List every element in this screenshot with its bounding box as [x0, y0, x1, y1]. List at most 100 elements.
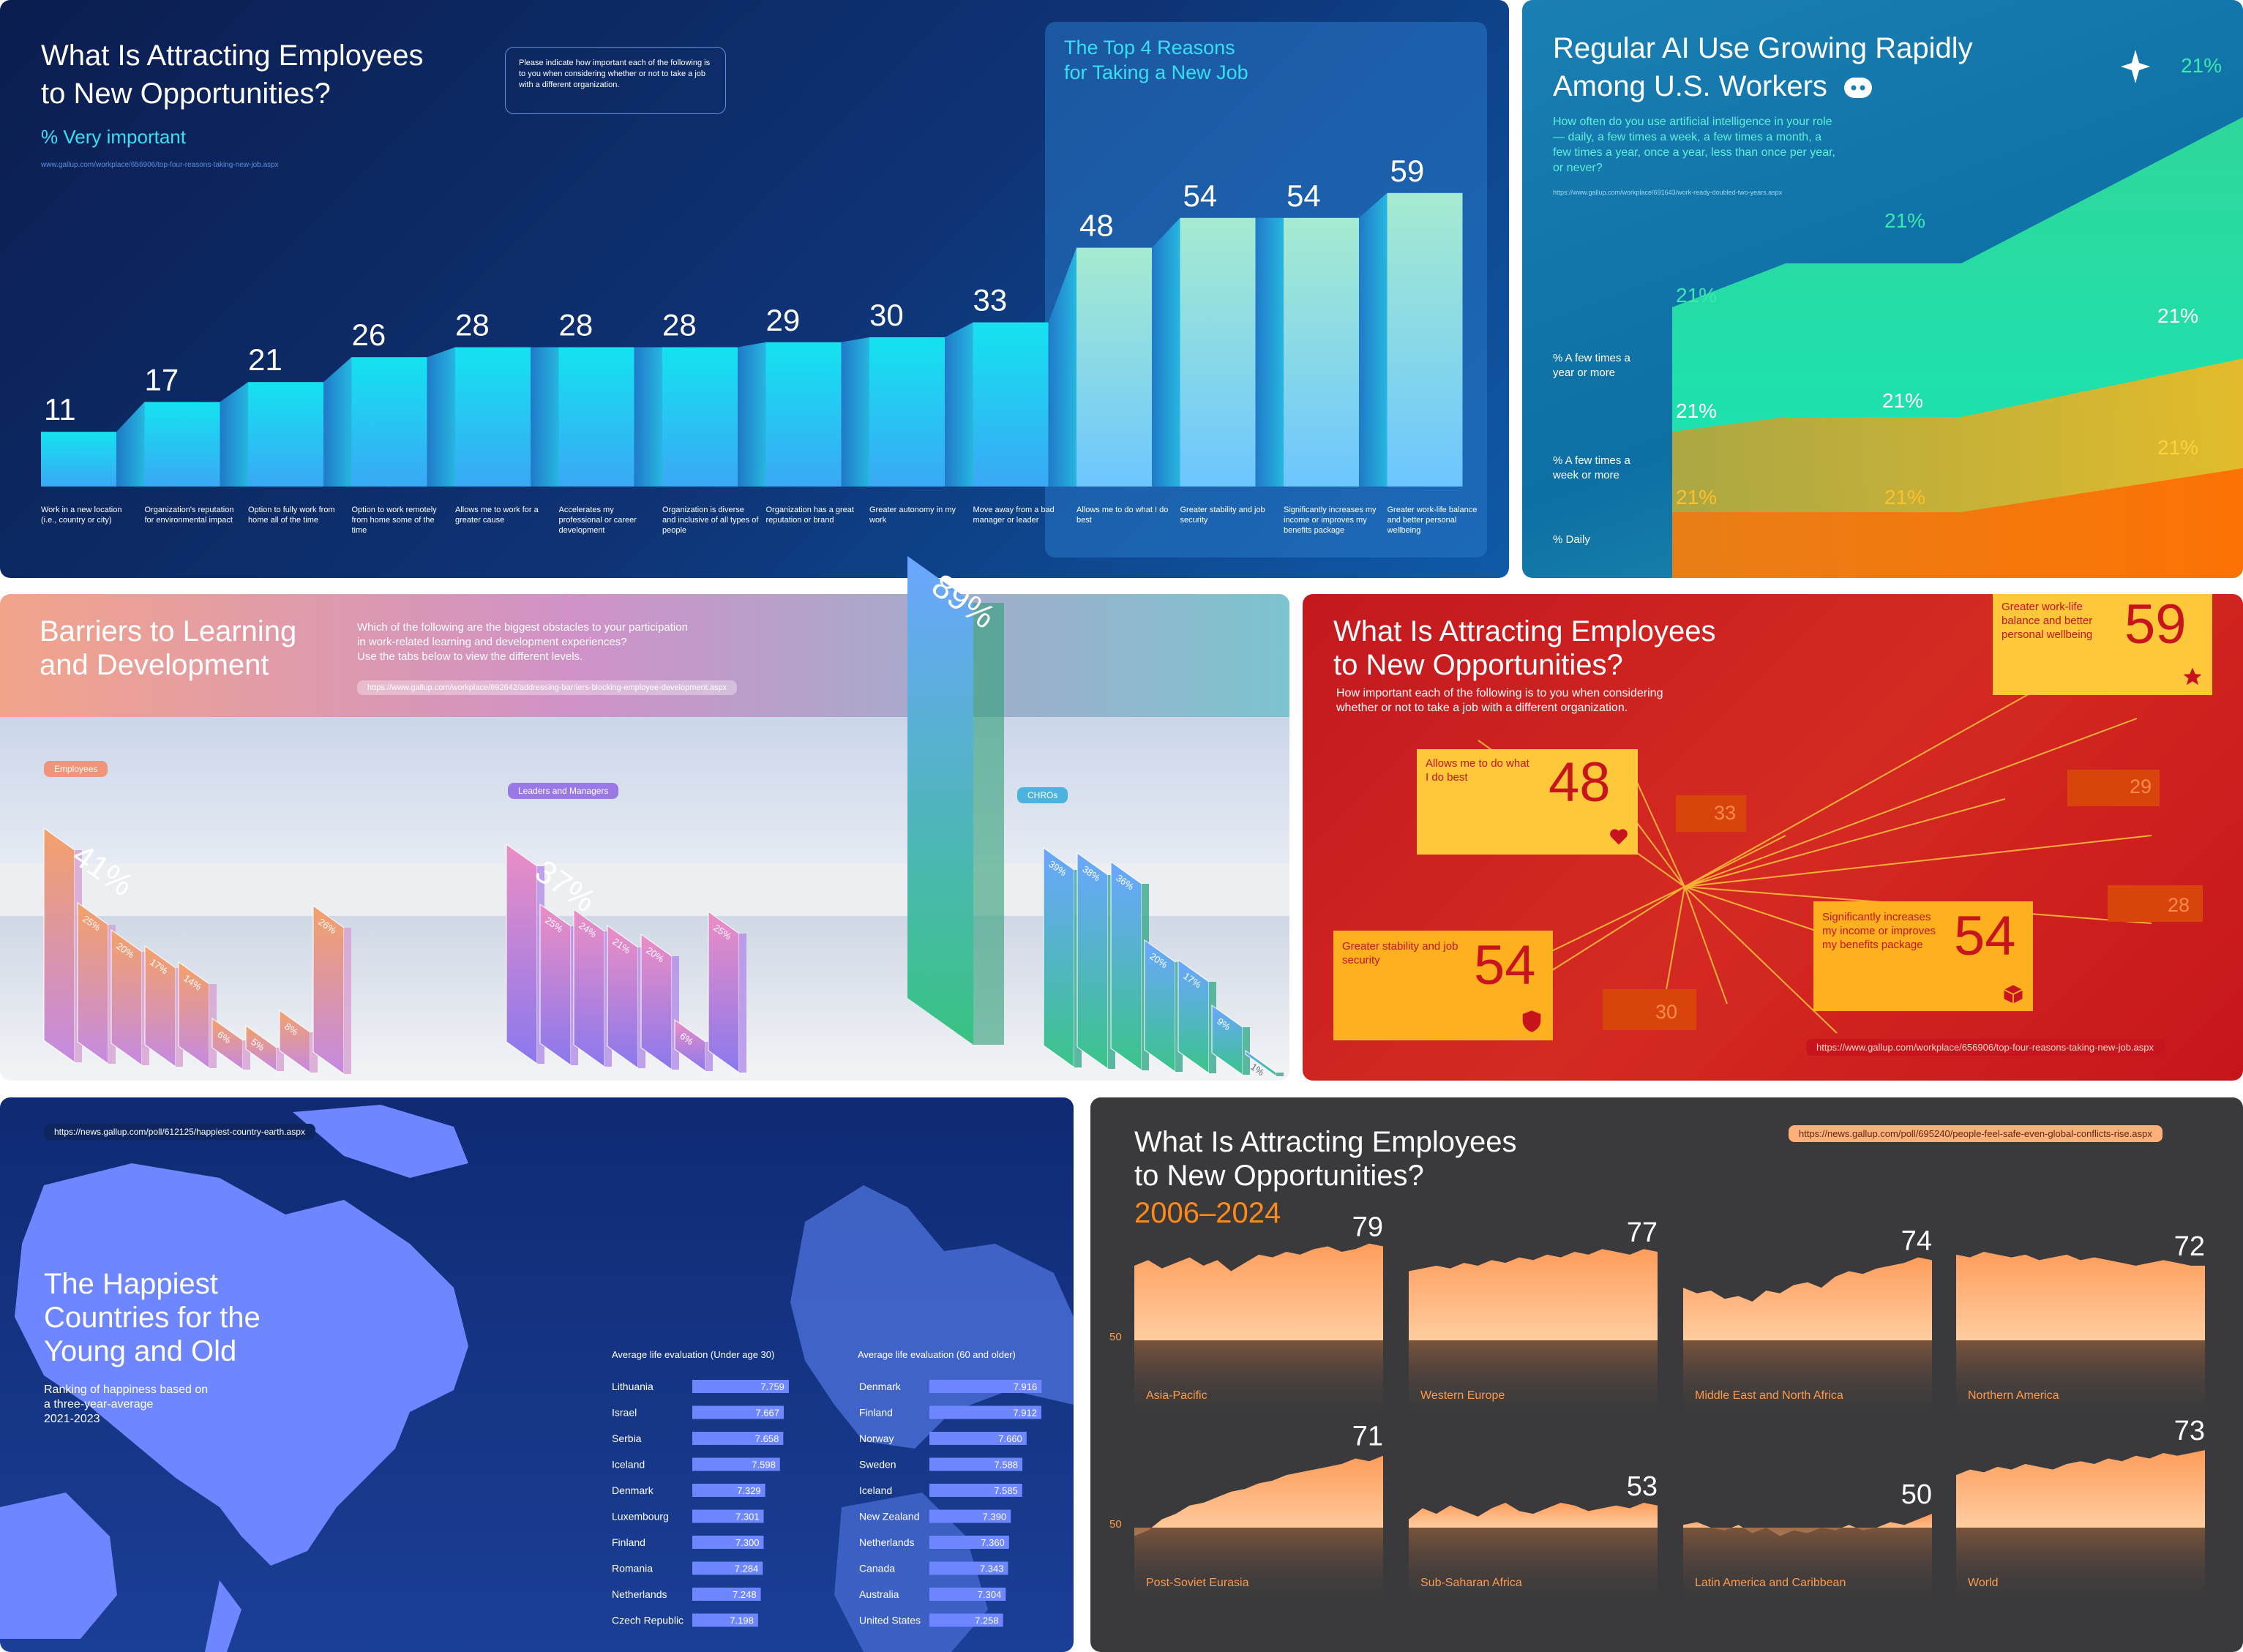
- barrier-bar: [1076, 852, 1109, 1070]
- value-label: 21%: [1884, 209, 1926, 232]
- country-label: Lithuania: [612, 1381, 654, 1392]
- bar-connector: [1048, 247, 1076, 487]
- card-value: 59: [2124, 594, 2187, 656]
- title-line: What Is Attracting Employees: [41, 40, 424, 72]
- region-last-value: 77: [1627, 1217, 1658, 1248]
- bar-value-label: 54: [1287, 179, 1321, 213]
- source-link[interactable]: https://www.gallup.com/workplace/692642/…: [357, 680, 737, 695]
- source-link[interactable]: www.gallup.com/workplace/656906/top-four…: [41, 161, 279, 169]
- country-bar: [929, 1536, 1009, 1549]
- country-bar: [929, 1561, 1008, 1575]
- country-value: 7.284: [735, 1563, 759, 1574]
- country-value: 7.598: [752, 1460, 776, 1471]
- region-last-value: 73: [2174, 1416, 2205, 1446]
- year-range: 2006–2024: [1134, 1197, 1281, 1229]
- value-label: 21%: [2157, 304, 2199, 327]
- country-value: 7.301: [735, 1512, 760, 1523]
- bar: [1180, 217, 1256, 487]
- reference-label: 50: [1109, 1331, 1122, 1343]
- region-name: Northern America: [1968, 1389, 2059, 1402]
- source-link[interactable]: https://www.gallup.com/workplace/656906/…: [1806, 1039, 2165, 1056]
- bar-category-label: Organization is diverse and inclusive of…: [662, 506, 759, 535]
- country-label: Iceland: [612, 1459, 645, 1471]
- row-label: % A few times a year or more: [1553, 352, 1630, 379]
- description-line: a three-year-average: [44, 1398, 154, 1411]
- country-label: Finland: [859, 1407, 893, 1419]
- bar-connector: [945, 322, 973, 487]
- panel-title: What Is Attracting Employees to New Oppo…: [41, 37, 423, 113]
- country-bar: [692, 1613, 758, 1627]
- sparkle-icon: [2121, 50, 2150, 83]
- source-link[interactable]: https://news.gallup.com/poll/695240/peop…: [1789, 1125, 2163, 1142]
- region-last-value: 71: [1352, 1422, 1383, 1452]
- country-bar: [929, 1509, 1011, 1523]
- bar-category-label: Allows me to do what I do best: [1076, 506, 1169, 525]
- title-line: to New Opportunities?: [1134, 1160, 1424, 1192]
- bar-category-label: Greater stability and job security: [1180, 506, 1265, 525]
- country-label: Luxembourg: [612, 1511, 669, 1523]
- chros-top-bar: 89%: [907, 556, 1004, 1045]
- region-area: [1956, 1252, 2205, 1340]
- tab-employees[interactable]: Employees: [44, 761, 108, 777]
- bar-category-label: Option to fully work from home all of th…: [248, 506, 335, 525]
- small-multiples-chart: 79 Asia-Pacific 50 77 Western Europe 74 Middle…: [1109, 1212, 2205, 1608]
- country-value: 7.198: [730, 1615, 754, 1626]
- country-label: Netherlands: [859, 1536, 915, 1548]
- region-last-value: 50: [1901, 1479, 1932, 1510]
- region-area: [1956, 1450, 2205, 1528]
- greenland-shape: [293, 1105, 468, 1178]
- country-label: Netherlands: [612, 1588, 667, 1600]
- country-bar: [929, 1484, 1022, 1497]
- bar-connector: [427, 347, 455, 487]
- tab-leaders-managers[interactable]: Leaders and Managers: [508, 783, 619, 799]
- attracting-employees-bar-panel: What Is Attracting Employees to New Oppo…: [0, 0, 1509, 578]
- country-value: 7.258: [975, 1615, 999, 1626]
- country-label: Canada: [859, 1563, 895, 1574]
- source-link[interactable]: https://news.gallup.com/poll/612125/happ…: [44, 1124, 315, 1140]
- bar-value-label: 26: [352, 318, 386, 352]
- bar-connector: [116, 402, 145, 487]
- tab-chros[interactable]: CHROs: [1017, 787, 1068, 803]
- area-daily: [1672, 468, 2243, 578]
- country-label: Australia: [859, 1588, 899, 1600]
- barrier-bar-charts: 41%25%20%17%14%6% 5%8%26%37%25% 24%21% 20%6…: [0, 827, 1289, 1081]
- region-name: Middle East and North Africa: [1695, 1389, 1843, 1402]
- regional-small-multiples-panel: What Is Attracting Employees to New Oppo…: [1090, 1097, 2243, 1652]
- country-value: 7.329: [737, 1485, 761, 1496]
- north-america-shape: [15, 1163, 468, 1566]
- bar-category-label: Organization's reputation for environmen…: [144, 506, 234, 525]
- region-area: [1409, 1502, 1658, 1528]
- bar-category-label: Accelerates my professional or career de…: [558, 506, 637, 535]
- question-line: whether or not to take a job with a diff…: [1336, 702, 1628, 714]
- country-label: Israel: [612, 1407, 637, 1419]
- bar-connector: [634, 347, 662, 487]
- region-area: [1134, 1455, 1383, 1536]
- country-bar: [692, 1588, 761, 1601]
- country-bar: [692, 1536, 764, 1549]
- bar: [765, 342, 842, 487]
- country-value: 7.658: [755, 1433, 779, 1444]
- country-value: 7.360: [981, 1537, 1005, 1548]
- bar-value-label: 28: [662, 308, 697, 342]
- bar-connector: [1255, 217, 1284, 487]
- panel-title: The Happiest Countries for the Young and…: [44, 1267, 261, 1368]
- row-label: % A few times a week or more: [1553, 454, 1630, 481]
- region-area: [1683, 1257, 1932, 1340]
- country-bar: [692, 1561, 763, 1575]
- region-last-value: 74: [1901, 1225, 1932, 1256]
- question-line: Which of the following are the biggest o…: [357, 621, 688, 634]
- country-value: 7.304: [978, 1589, 1002, 1600]
- title-line: Countries for the: [44, 1302, 261, 1334]
- bar: [1076, 247, 1152, 487]
- country-bar: [929, 1380, 1042, 1393]
- bar: [1387, 192, 1463, 487]
- country-value: 7.585: [994, 1485, 1018, 1496]
- card-label: Significantly increases my income or imp…: [1822, 911, 1936, 951]
- source-link[interactable]: https://www.gallup.com/workplace/691643/…: [1553, 189, 1783, 196]
- country-bar: [692, 1457, 780, 1471]
- area-chart: [1672, 117, 2243, 578]
- bar: [351, 357, 427, 487]
- bar-connector: [841, 337, 869, 487]
- bar-category-label: Option to work remotely from home some o…: [351, 506, 437, 535]
- attracting-employees-radial-panel: What Is Attracting Employees to New Oppo…: [1303, 594, 2243, 1081]
